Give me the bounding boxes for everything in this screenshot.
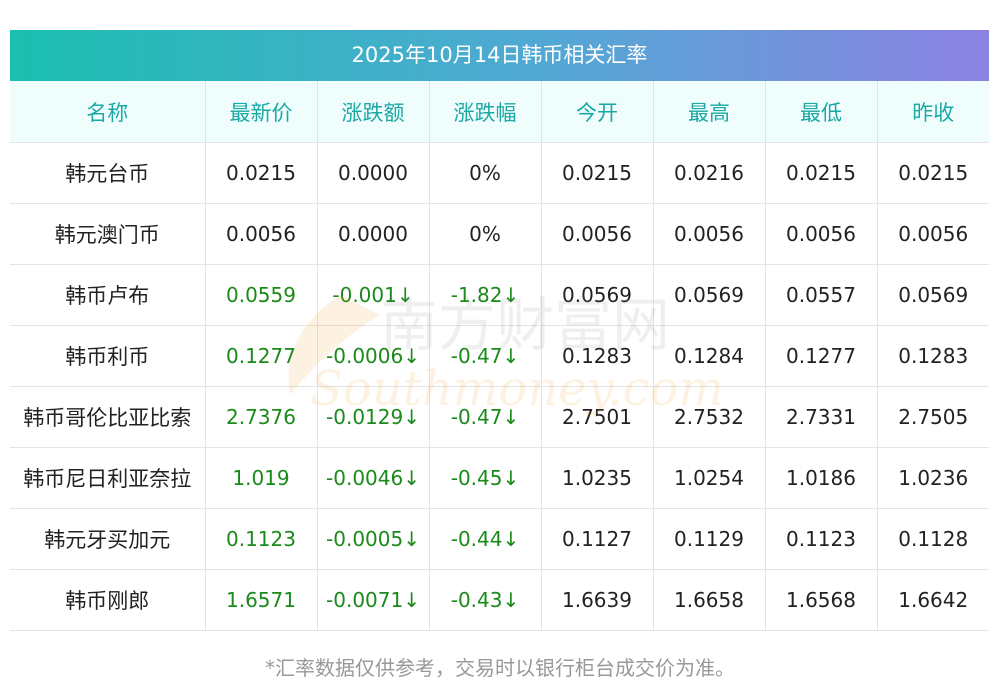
column-header-high: 最高 — [653, 81, 766, 143]
cell-pct: -0.45↓ — [429, 447, 542, 509]
cell-open: 1.0235 — [541, 447, 654, 509]
cell-prev: 1.6642 — [877, 569, 989, 631]
cell-pct: -0.43↓ — [429, 569, 542, 631]
header-row: 名称 最新价 涨跌额 涨跌幅 今开 最高 最低 昨收 — [10, 81, 989, 143]
cell-open: 0.1283 — [541, 325, 654, 387]
table-row: 韩币刚郎 1.6571 -0.0071↓ -0.43↓ 1.6639 1.6658 1.65… — [10, 569, 989, 631]
cell-change: 0.0000 — [317, 203, 430, 265]
cell-latest: 0.0056 — [205, 203, 318, 265]
cell-open: 0.0056 — [541, 203, 654, 265]
cell-change: -0.001↓ — [317, 264, 430, 326]
cell-prev: 0.0569 — [877, 264, 989, 326]
column-header-low: 最低 — [765, 81, 878, 143]
cell-name: 韩币利币 — [10, 325, 206, 387]
column-header-name: 名称 — [10, 81, 206, 143]
cell-low: 1.0186 — [765, 447, 878, 509]
rate-table-card: 2025年10月14日韩币相关汇率 名称 最新价 涨跌额 涨跌幅 今开 最高 最… — [10, 30, 989, 631]
cell-high: 0.1129 — [653, 508, 766, 570]
cell-latest: 0.1277 — [205, 325, 318, 387]
column-header-prev: 昨收 — [877, 81, 989, 143]
cell-prev: 0.1128 — [877, 508, 989, 570]
column-header-open: 今开 — [541, 81, 654, 143]
cell-high: 2.7532 — [653, 386, 766, 448]
cell-prev: 2.7505 — [877, 386, 989, 448]
cell-low: 1.6568 — [765, 569, 878, 631]
cell-low: 2.7331 — [765, 386, 878, 448]
cell-pct: -0.44↓ — [429, 508, 542, 570]
column-header-pct: 涨跌幅 — [429, 81, 542, 143]
cell-name: 韩币卢布 — [10, 264, 206, 326]
cell-name: 韩元牙买加元 — [10, 508, 206, 570]
cell-change: -0.0006↓ — [317, 325, 430, 387]
cell-open: 0.0215 — [541, 142, 654, 204]
cell-name: 韩币哥伦比亚比索 — [10, 386, 206, 448]
cell-prev: 1.0236 — [877, 447, 989, 509]
cell-name: 韩元台币 — [10, 142, 206, 204]
cell-high: 0.0216 — [653, 142, 766, 204]
cell-high: 1.6658 — [653, 569, 766, 631]
cell-prev: 0.0056 — [877, 203, 989, 265]
table-row: 韩币卢布 0.0559 -0.001↓ -1.82↓ 0.0569 0.0569 0.055… — [10, 264, 989, 326]
cell-low: 0.0215 — [765, 142, 878, 204]
cell-change: -0.0129↓ — [317, 386, 430, 448]
table-row: 韩元澳门币 0.0056 0.0000 0% 0.0056 0.0056 0.0056 0.0… — [10, 203, 989, 265]
cell-pct: -0.47↓ — [429, 386, 542, 448]
cell-open: 1.6639 — [541, 569, 654, 631]
table-row: 韩币哥伦比亚比索 2.7376 -0.0129↓ -0.47↓ 2.7501 2.7532… — [10, 386, 989, 448]
cell-pct: -1.82↓ — [429, 264, 542, 326]
cell-change: -0.0071↓ — [317, 569, 430, 631]
cell-change: -0.0005↓ — [317, 508, 430, 570]
cell-high: 0.0569 — [653, 264, 766, 326]
cell-change: 0.0000 — [317, 142, 430, 204]
disclaimer-note: *汇率数据仅供参考，交易时以银行柜台成交价为准。 — [265, 656, 735, 680]
cell-latest: 0.0559 — [205, 264, 318, 326]
column-header-latest: 最新价 — [205, 81, 318, 143]
cell-prev: 0.1283 — [877, 325, 989, 387]
cell-prev: 0.0215 — [877, 142, 989, 204]
table-row: 韩元牙买加元 0.1123 -0.0005↓ -0.44↓ 0.1127 0.1129 0.… — [10, 508, 989, 570]
table-row: 韩币尼日利亚奈拉 1.019 -0.0046↓ -0.45↓ 1.0235 1.0254 1… — [10, 447, 989, 509]
cell-low: 0.1123 — [765, 508, 878, 570]
table-row: 韩元台币 0.0215 0.0000 0% 0.0215 0.0216 0.0215 0.02… — [10, 142, 989, 204]
column-header-change: 涨跌额 — [317, 81, 430, 143]
cell-high: 0.1284 — [653, 325, 766, 387]
cell-name: 韩币尼日利亚奈拉 — [10, 447, 206, 509]
cell-open: 2.7501 — [541, 386, 654, 448]
cell-low: 0.1277 — [765, 325, 878, 387]
rate-table: 名称 最新价 涨跌额 涨跌幅 今开 最高 最低 昨收 韩元台币 0.0215 0.0… — [10, 81, 989, 631]
table-title: 2025年10月14日韩币相关汇率 — [10, 30, 989, 81]
table-row: 韩币利币 0.1277 -0.0006↓ -0.47↓ 0.1283 0.1284 0.12… — [10, 325, 989, 387]
cell-high: 0.0056 — [653, 203, 766, 265]
cell-open: 0.1127 — [541, 508, 654, 570]
cell-latest: 0.0215 — [205, 142, 318, 204]
cell-change: -0.0046↓ — [317, 447, 430, 509]
cell-name: 韩币刚郎 — [10, 569, 206, 631]
cell-latest: 0.1123 — [205, 508, 318, 570]
cell-latest: 1.6571 — [205, 569, 318, 631]
cell-low: 0.0557 — [765, 264, 878, 326]
cell-high: 1.0254 — [653, 447, 766, 509]
cell-open: 0.0569 — [541, 264, 654, 326]
cell-latest: 1.019 — [205, 447, 318, 509]
cell-pct: -0.47↓ — [429, 325, 542, 387]
cell-name: 韩元澳门币 — [10, 203, 206, 265]
cell-pct: 0% — [429, 203, 542, 265]
cell-latest: 2.7376 — [205, 386, 318, 448]
cell-pct: 0% — [429, 142, 542, 204]
cell-low: 0.0056 — [765, 203, 878, 265]
